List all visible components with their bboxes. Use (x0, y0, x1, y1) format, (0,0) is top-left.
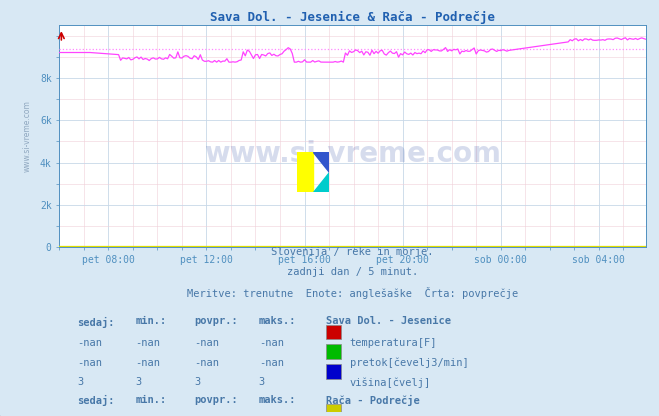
Text: 3: 3 (136, 377, 142, 387)
Text: -nan: -nan (259, 338, 284, 348)
Text: -nan: -nan (194, 358, 219, 368)
Text: pretok[čevelj3/min]: pretok[čevelj3/min] (350, 358, 469, 368)
Text: www.si-vreme.com: www.si-vreme.com (22, 100, 32, 172)
Text: Slovenija / reke in morje.: Slovenija / reke in morje. (272, 248, 434, 258)
Text: Rača - Podrečje: Rača - Podrečje (326, 395, 420, 406)
Text: -nan: -nan (77, 338, 102, 348)
Text: 3: 3 (77, 377, 83, 387)
Text: 3: 3 (194, 377, 200, 387)
Text: temperatura[F]: temperatura[F] (350, 338, 437, 348)
Text: maks.:: maks.: (259, 317, 297, 327)
Text: maks.:: maks.: (259, 395, 297, 406)
Text: povpr.:: povpr.: (194, 317, 238, 327)
Text: sedaj:: sedaj: (77, 317, 115, 327)
Text: min.:: min.: (136, 395, 167, 406)
Text: -nan: -nan (194, 338, 219, 348)
Text: Sava Dol. - Jesenice: Sava Dol. - Jesenice (326, 317, 451, 327)
Text: povpr.:: povpr.: (194, 395, 238, 406)
Title: Sava Dol. - Jesenice & Rača - Podrečje: Sava Dol. - Jesenice & Rača - Podrečje (210, 11, 495, 24)
Text: min.:: min.: (136, 317, 167, 327)
Text: -nan: -nan (77, 358, 102, 368)
FancyBboxPatch shape (326, 364, 341, 379)
Text: -nan: -nan (259, 358, 284, 368)
Text: sedaj:: sedaj: (77, 395, 115, 406)
Text: -nan: -nan (136, 358, 161, 368)
FancyBboxPatch shape (326, 325, 341, 339)
Text: Meritve: trenutne  Enote: anglešaške  Črta: povprečje: Meritve: trenutne Enote: anglešaške Črta… (187, 287, 518, 299)
FancyBboxPatch shape (326, 404, 341, 416)
Text: višina[čvelj]: višina[čvelj] (350, 377, 431, 388)
FancyBboxPatch shape (326, 344, 341, 359)
Text: 3: 3 (259, 377, 265, 387)
Text: -nan: -nan (136, 338, 161, 348)
Text: zadnji dan / 5 minut.: zadnji dan / 5 minut. (287, 267, 418, 277)
Text: www.si-vreme.com: www.si-vreme.com (204, 140, 501, 168)
